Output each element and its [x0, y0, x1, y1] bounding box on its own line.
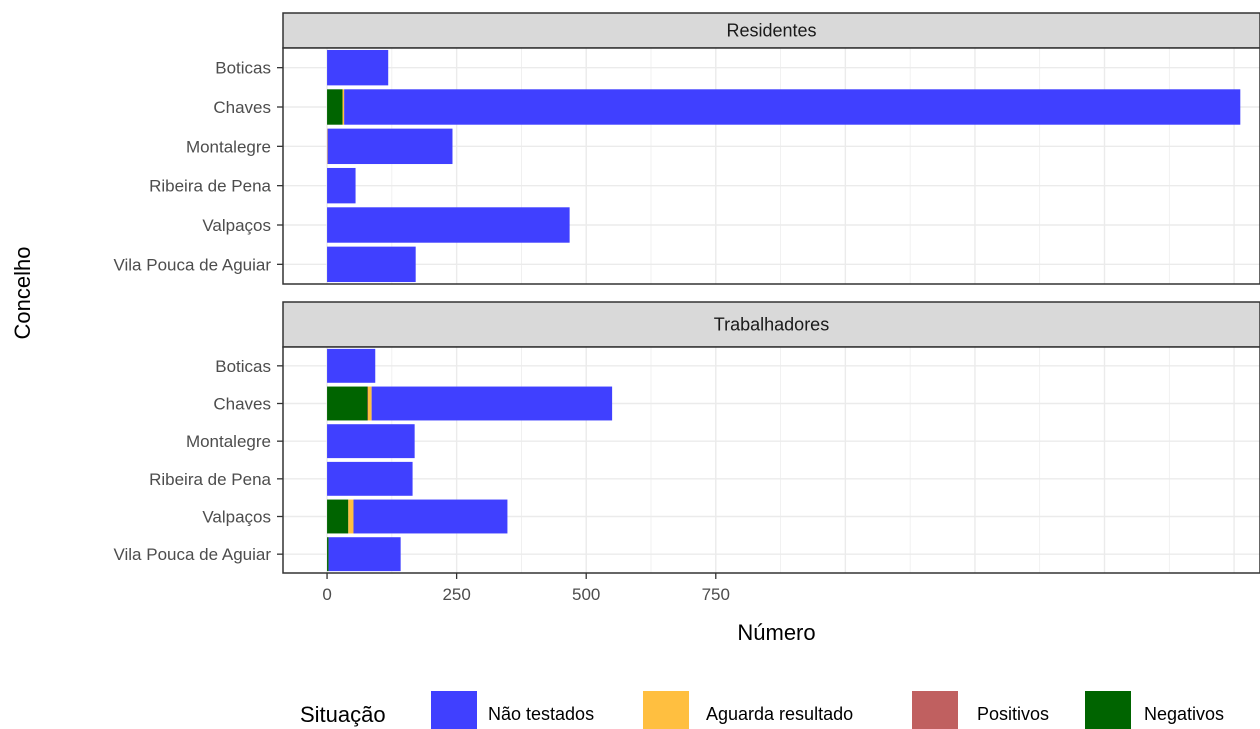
bar-residentes-vila-pouca-de-aguiar-nao-testados [327, 246, 416, 283]
facet-strip [282, 12, 1260, 49]
legend-key-nao-testados [431, 691, 477, 729]
y-tick-label: Boticas [215, 59, 271, 78]
legend-label-aguarda-resultado: Aguarda resultado [706, 704, 853, 724]
bar-trabalhadores-chaves-positivos [367, 386, 369, 421]
y-tick-label: Vila Pouca de Aguiar [113, 255, 271, 274]
bar-residentes-montalegre-aguarda-resultado [327, 128, 328, 165]
bar-residentes-valpacos-nao-testados [327, 207, 570, 243]
y-tick-label: Chaves [213, 98, 271, 117]
y-tick-label: Ribeira de Pena [149, 177, 271, 196]
x-tick-label: 750 [702, 585, 730, 604]
facet-strip-label: Trabalhadores [714, 315, 829, 335]
legend: Situação Não testados Aguarda resultado Po… [300, 691, 1224, 729]
bars [327, 49, 1241, 283]
y-axis: Boticas Chaves Montalegre Ribeira de Pena Va… [113, 357, 283, 564]
y-tick-label: Valpaços [202, 508, 271, 527]
bar-residentes-ribeira-de-pena-nao-testados [327, 167, 356, 204]
bar-trabalhadores-chaves-nao-testados [371, 386, 613, 421]
panel-border [282, 47, 1260, 285]
x-tick-label: 500 [572, 585, 600, 604]
panel-border [282, 346, 1260, 574]
legend-label-positivos: Positivos [977, 704, 1049, 724]
y-axis: Boticas Chaves Montalegre Ribeira de Pena Va… [113, 59, 283, 274]
y-tick-label: Montalegre [186, 137, 271, 156]
bar-residentes-chaves-nao-testados [344, 89, 1241, 125]
facet-strip-label: Residentes [726, 21, 816, 41]
y-tick-label: Valpaços [202, 216, 271, 235]
y-tick-label: Chaves [213, 395, 271, 414]
legend-key-aguarda-resultado [643, 691, 689, 729]
y-tick-label: Boticas [215, 357, 271, 376]
x-axis: 0 250 500 750 [322, 573, 730, 604]
bar-residentes-chaves-aguarda-resultado [342, 89, 345, 125]
bar-trabalhadores-vila-pouca-de-aguiar-nao-testados [328, 537, 401, 572]
y-tick-label: Vila Pouca de Aguiar [113, 545, 271, 564]
bar-trabalhadores-valpacos-negativos [327, 499, 349, 534]
y-axis-title: Concelho [10, 247, 35, 340]
panel-residentes: Residentes Boticas Chaves Montalegre Ribeira… [113, 12, 1260, 285]
bar-trabalhadores-boticas-nao-testados [327, 348, 376, 383]
bar-residentes-montalegre-nao-testados [327, 128, 453, 165]
bar-trabalhadores-chaves-negativos [327, 386, 368, 421]
legend-label-negativos: Negativos [1144, 704, 1224, 724]
panel-background [283, 347, 1260, 573]
panel-trabalhadores: Trabalhadores Boticas Chaves Montalegre Ribe… [113, 301, 1260, 574]
bar-trabalhadores-valpacos-nao-testados [353, 499, 508, 534]
bar-trabalhadores-vila-pouca-de-aguiar-negativos [327, 537, 329, 572]
bar-residentes-boticas-nao-testados [327, 49, 389, 86]
x-tick-label: 250 [442, 585, 470, 604]
x-axis-title: Número [737, 620, 815, 645]
y-tick-label: Montalegre [186, 432, 271, 451]
legend-title: Situação [300, 702, 386, 727]
panel-background [283, 48, 1260, 284]
y-tick-label: Ribeira de Pena [149, 470, 271, 489]
bar-residentes-chaves-negativos [327, 89, 343, 125]
facet-panels: Residentes Boticas Chaves Montalegre Ribeira… [113, 12, 1260, 574]
bar-trabalhadores-valpacos-aguarda-resultado [348, 499, 354, 534]
legend-key-negativos [1085, 691, 1131, 729]
bar-trabalhadores-chaves-aguarda-resultado [368, 386, 372, 421]
legend-label-nao-testados: Não testados [488, 704, 594, 724]
bar-trabalhadores-montalegre-nao-testados [327, 424, 415, 459]
x-tick-label: 0 [322, 585, 331, 604]
legend-key-positivos [912, 691, 958, 729]
bars [327, 348, 613, 572]
bar-trabalhadores-ribeira-de-pena-nao-testados [327, 461, 413, 496]
